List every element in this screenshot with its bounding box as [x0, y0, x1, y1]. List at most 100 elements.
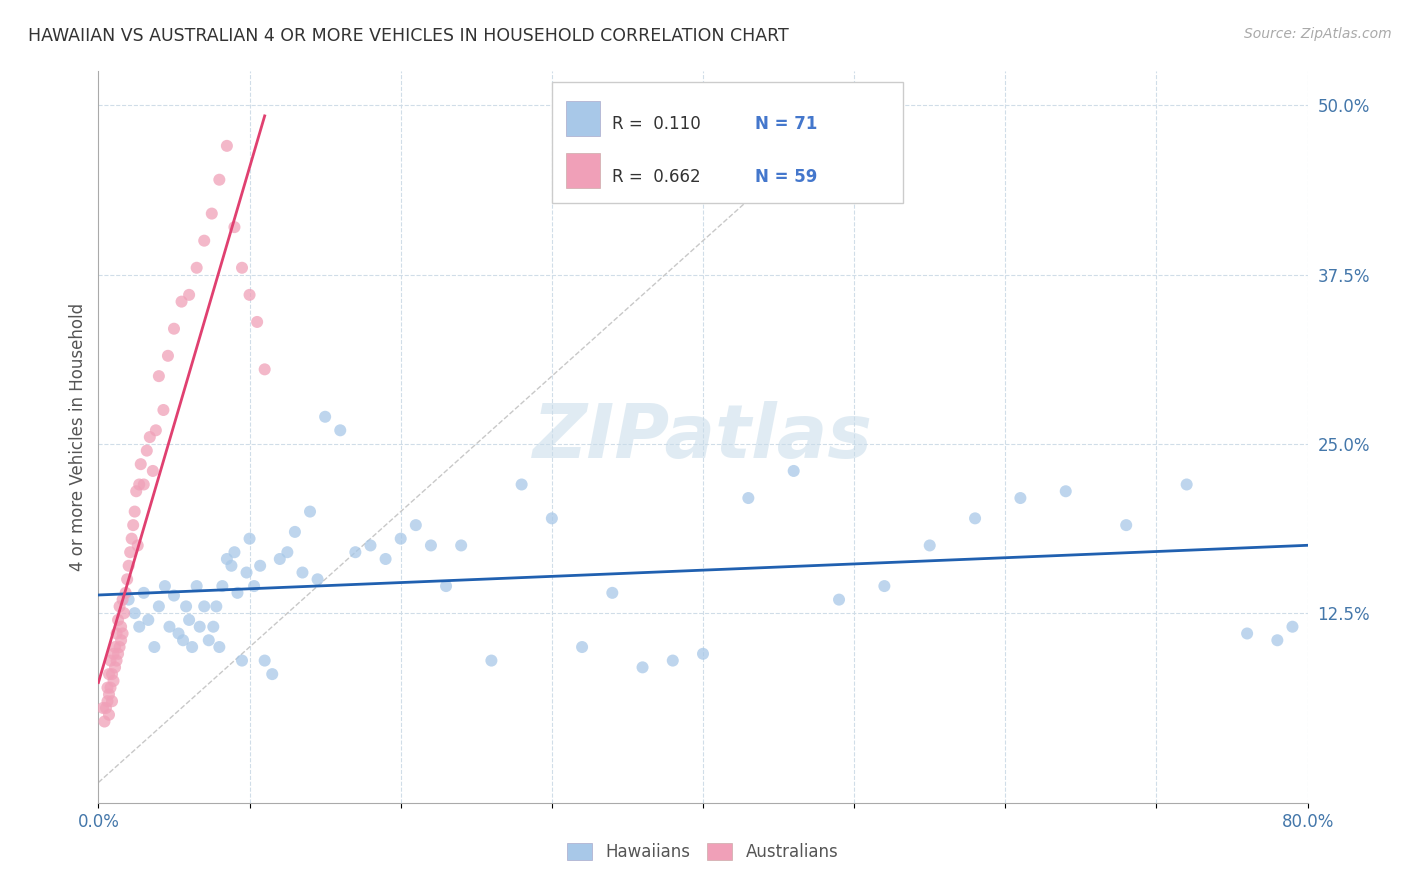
Point — [98, 707, 121, 722]
Point — [159, 620, 181, 634]
Point — [434, 579, 457, 593]
Point — [828, 592, 851, 607]
Point — [128, 620, 150, 634]
Point — [1175, 477, 1198, 491]
Point — [120, 545, 142, 559]
Point — [118, 592, 141, 607]
Point — [188, 620, 211, 634]
Point — [239, 532, 262, 546]
Point — [197, 633, 219, 648]
Point — [692, 647, 714, 661]
Point — [205, 599, 228, 614]
Point — [108, 640, 131, 654]
Point — [231, 260, 253, 275]
Point — [314, 409, 336, 424]
Point — [98, 688, 121, 702]
Point — [132, 586, 155, 600]
Point — [450, 538, 472, 552]
Point — [103, 647, 125, 661]
Point — [307, 572, 329, 586]
Point — [208, 172, 231, 186]
Point — [193, 599, 215, 614]
Point — [737, 491, 759, 505]
Point — [201, 206, 224, 220]
Point — [122, 518, 145, 533]
Point — [1281, 620, 1303, 634]
Point — [284, 524, 307, 539]
Point — [1236, 626, 1258, 640]
Text: R =  0.110: R = 0.110 — [613, 115, 702, 133]
Point — [110, 633, 132, 648]
Point — [124, 505, 146, 519]
Point — [128, 477, 150, 491]
Point — [202, 620, 225, 634]
Point — [91, 701, 114, 715]
Point — [631, 660, 654, 674]
Point — [170, 294, 193, 309]
Y-axis label: 4 or more Vehicles in Household: 4 or more Vehicles in Household — [69, 303, 87, 571]
Point — [112, 606, 135, 620]
Point — [118, 558, 141, 573]
FancyBboxPatch shape — [551, 82, 903, 203]
Point — [136, 613, 159, 627]
Point — [98, 667, 121, 681]
Point — [121, 532, 143, 546]
Point — [163, 322, 186, 336]
Point — [215, 139, 238, 153]
Point — [93, 714, 115, 729]
Point — [111, 626, 134, 640]
Point — [163, 589, 186, 603]
Point — [179, 613, 201, 627]
Point — [186, 579, 208, 593]
Text: ZIPatlas: ZIPatlas — [533, 401, 873, 474]
Point — [96, 694, 118, 708]
Point — [105, 626, 128, 640]
Point — [389, 532, 412, 546]
Point — [360, 538, 382, 552]
Point — [420, 538, 443, 552]
Point — [104, 640, 127, 654]
Point — [211, 579, 233, 593]
Point — [208, 640, 231, 654]
Point — [153, 579, 176, 593]
Point — [107, 613, 129, 627]
Point — [110, 620, 132, 634]
Text: R =  0.662: R = 0.662 — [613, 168, 702, 186]
Point — [226, 586, 249, 600]
Point — [246, 315, 269, 329]
Point — [243, 579, 266, 593]
Point — [101, 667, 124, 681]
Point — [100, 654, 122, 668]
Point — [172, 633, 194, 648]
Point — [571, 640, 593, 654]
Point — [111, 592, 134, 607]
Point — [1267, 633, 1289, 648]
Point — [148, 599, 170, 614]
Point — [783, 464, 806, 478]
Point — [152, 403, 174, 417]
Point — [481, 654, 503, 668]
Point — [115, 572, 138, 586]
Point — [167, 626, 190, 640]
Point — [124, 606, 146, 620]
Point — [262, 667, 284, 681]
Point — [132, 477, 155, 491]
Point — [94, 701, 117, 715]
Point — [114, 586, 136, 600]
Point — [269, 552, 291, 566]
Point — [145, 423, 167, 437]
Point — [249, 558, 271, 573]
Point — [224, 545, 246, 559]
Point — [253, 362, 276, 376]
Point — [108, 599, 131, 614]
Point — [540, 511, 562, 525]
Point — [239, 288, 262, 302]
Point — [174, 599, 197, 614]
Point — [231, 654, 253, 668]
Point — [96, 681, 118, 695]
Text: HAWAIIAN VS AUSTRALIAN 4 OR MORE VEHICLES IN HOUSEHOLD CORRELATION CHART: HAWAIIAN VS AUSTRALIAN 4 OR MORE VEHICLE… — [28, 27, 789, 45]
Point — [329, 423, 352, 437]
Point — [291, 566, 314, 580]
Point — [107, 647, 129, 661]
Point — [918, 538, 941, 552]
